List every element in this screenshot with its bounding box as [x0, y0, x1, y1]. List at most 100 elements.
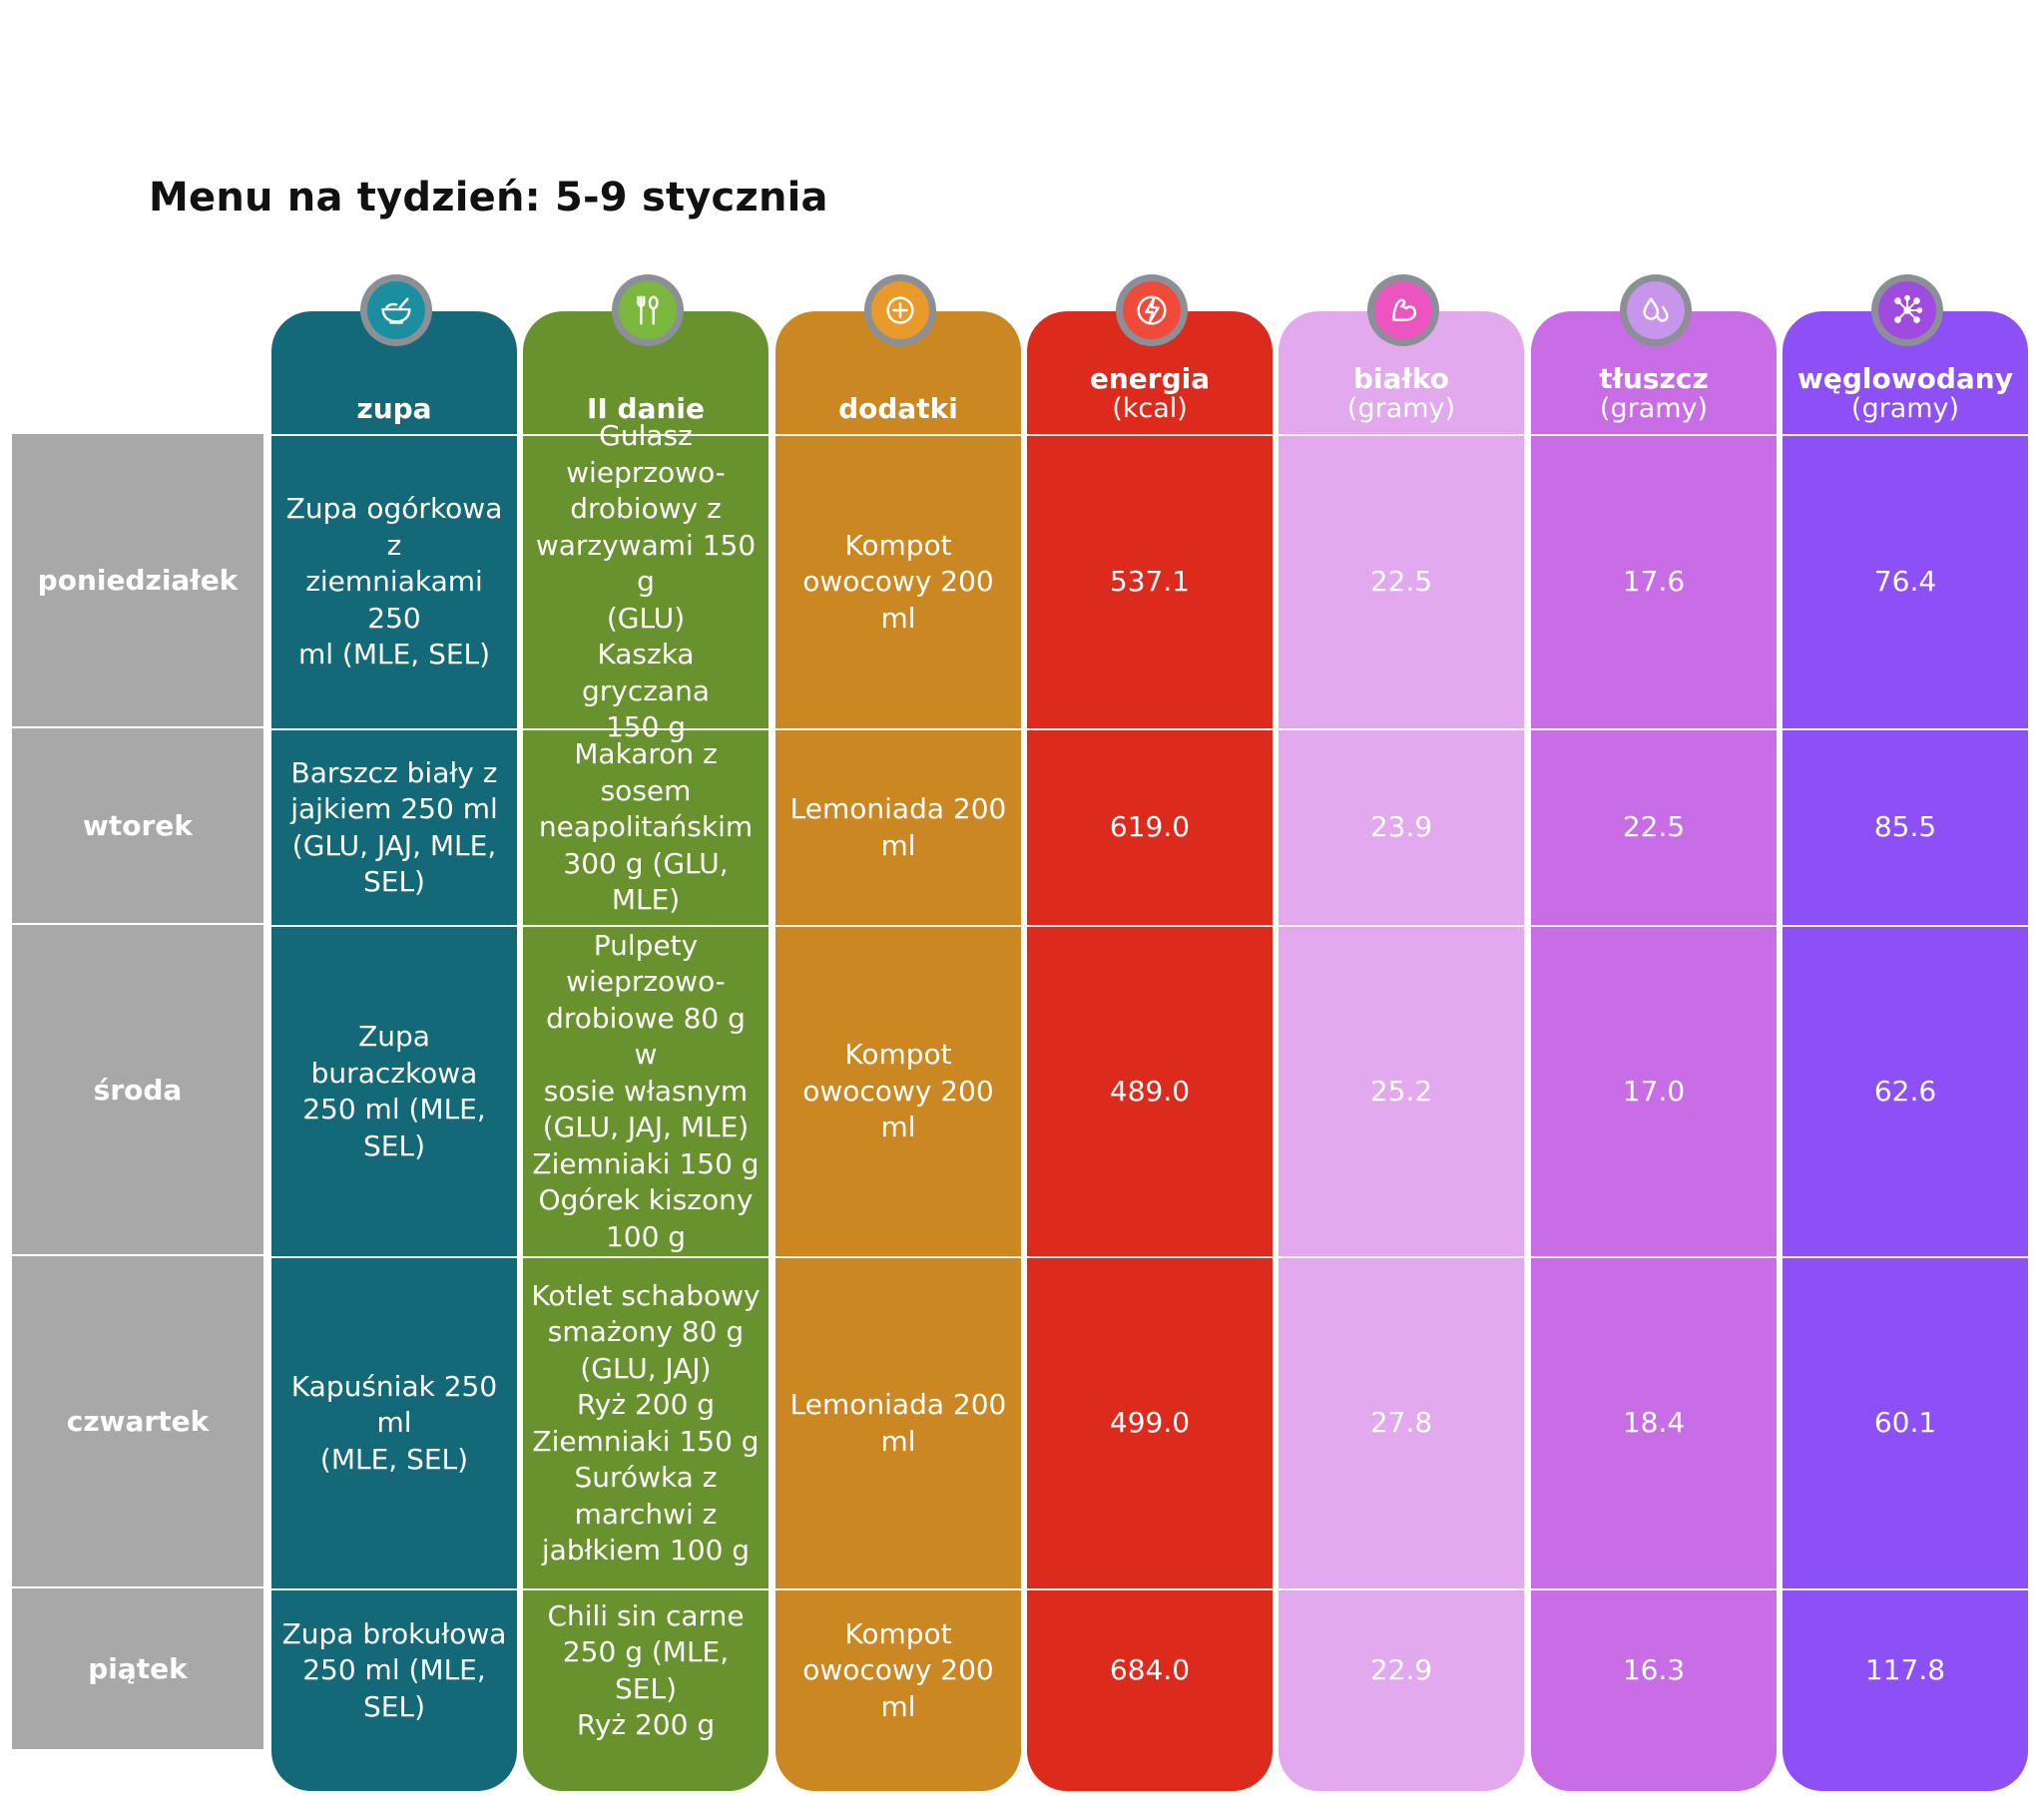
column-header: dodatki	[775, 311, 1021, 434]
table-cell: 22.5	[1278, 434, 1524, 728]
cell-text: Kompot owocowy 200 ml	[802, 1616, 994, 1723]
table-cell: Pulpety wieprzowo- drobiowe 80 g w sosie…	[523, 925, 768, 1256]
cell-text: 17.6	[1622, 565, 1686, 599]
column-unit: (kcal)	[1112, 393, 1188, 424]
column-header: tłuszcz (gramy)	[1531, 311, 1777, 434]
cell-text: Zupa buraczkowa 250 ml (MLE, SEL)	[302, 1020, 486, 1162]
cell-text: 25.2	[1369, 1074, 1433, 1108]
cell-text: 489.0	[1109, 1074, 1191, 1108]
cell-text: Kotlet schabowy smażony 80 g (GLU, JAJ) …	[531, 1278, 761, 1568]
cell-text: 16.3	[1622, 1653, 1686, 1687]
plus-circle-icon	[864, 274, 936, 346]
table-cell: Kompot owocowy 200 ml	[775, 1588, 1021, 1751]
column-unit: (gramy)	[1850, 393, 1960, 424]
cell-text: 23.9	[1369, 810, 1433, 844]
cell-text: 60.1	[1873, 1406, 1937, 1440]
table-cell: Zupa buraczkowa 250 ml (MLE, SEL)	[271, 925, 517, 1256]
column-header: II danie	[523, 311, 768, 434]
table-cell: Gulasz wieprzowo- drobiowy z warzywami 1…	[523, 419, 768, 743]
column-title: zupa	[356, 392, 432, 425]
table-cell: 18.4	[1531, 1256, 1777, 1588]
table-cell: 537.1	[1027, 434, 1273, 728]
column-title: energia	[1089, 362, 1211, 395]
cell-text: 85.5	[1873, 810, 1937, 844]
cell-text: Zupa brokułowa 250 ml (MLE, SEL)	[281, 1616, 507, 1723]
table-cell: Kotlet schabowy smażony 80 g (GLU, JAJ) …	[523, 1256, 768, 1588]
cell-text: Kompot owocowy 200 ml	[802, 528, 994, 635]
column-title: II danie	[586, 392, 706, 425]
soup-bowl-icon	[360, 274, 432, 346]
cell-text: Gulasz wieprzowo- drobiowy z warzywami 1…	[535, 419, 757, 744]
day-label: wtorek	[12, 728, 263, 925]
day-label: środa	[12, 925, 263, 1256]
cell-text: 62.6	[1873, 1074, 1937, 1108]
day-label: poniedziałek	[12, 434, 263, 728]
table-cell: 76.4	[1783, 434, 2028, 728]
cell-text: 22.5	[1622, 810, 1686, 844]
page-title: Menu na tydzień: 5-9 stycznia	[149, 175, 828, 221]
column-danie: II danie Gulasz wieprzowo- drobiowy z war…	[523, 311, 768, 1791]
table-cell: 62.6	[1783, 925, 2028, 1256]
table-cell: 27.8	[1278, 1256, 1524, 1588]
muscle-icon	[1367, 274, 1439, 346]
day-labels: poniedziałek wtorek środa czwartek piąte…	[12, 434, 263, 1751]
day-label: piątek	[12, 1588, 263, 1751]
table-cell: Chili sin carne 250 g (MLE, SEL) Ryż 200…	[523, 1588, 768, 1751]
table-cell: 619.0	[1027, 728, 1273, 925]
cell-text: 76.4	[1873, 565, 1937, 599]
cell-text: Kompot owocowy 200 ml	[802, 1038, 994, 1144]
cell-text: Lemoniada 200 ml	[789, 1388, 1007, 1458]
fork-spoon-icon	[612, 274, 684, 346]
cell-text: Zupa ogórkowa z ziemniakami 250 ml (MLE,…	[285, 492, 503, 672]
column-title: białko	[1352, 362, 1450, 395]
lightning-icon	[1116, 274, 1188, 346]
cell-text: 684.0	[1109, 1653, 1191, 1687]
cell-text: Barszcz biały z jajkiem 250 ml (GLU, JAJ…	[290, 755, 498, 899]
column-zupa: zupa Zupa ogórkowa z ziemniakami 250 ml (…	[271, 311, 517, 1791]
cell-text: 17.0	[1622, 1074, 1686, 1108]
column-weglowodany: węglowodany (gramy) 76.4 85.5 62.6 60.1 117.8	[1783, 311, 2028, 1791]
column-tluszcz: tłuszcz (gramy) 17.6 22.5 17.0 18.4 16.3	[1531, 311, 1777, 1791]
column-title: tłuszcz	[1599, 362, 1709, 395]
table-cell: 25.2	[1278, 925, 1524, 1256]
table-cell: Lemoniada 200 ml	[775, 728, 1021, 925]
table-cell: 17.0	[1531, 925, 1777, 1256]
molecule-icon	[1871, 274, 1943, 346]
day-label: czwartek	[12, 1256, 263, 1588]
table-cell: 23.9	[1278, 728, 1524, 925]
column-title: dodatki	[838, 392, 958, 425]
table-cell: 117.8	[1783, 1588, 2028, 1751]
table-cell: Kapuśniak 250 ml (MLE, SEL)	[271, 1256, 517, 1588]
table-cell: 60.1	[1783, 1256, 2028, 1588]
table-cell: Zupa brokułowa 250 ml (MLE, SEL)	[271, 1588, 517, 1751]
cell-text: Kapuśniak 250 ml (MLE, SEL)	[290, 1369, 498, 1476]
drops-icon	[1620, 274, 1692, 346]
column-unit: (gramy)	[1346, 393, 1456, 424]
table-cell: Barszcz biały z jajkiem 250 ml (GLU, JAJ…	[271, 728, 517, 925]
table-cell: Kompot owocowy 200 ml	[775, 434, 1021, 728]
cell-text: 619.0	[1109, 810, 1191, 844]
table-cell: 499.0	[1027, 1256, 1273, 1588]
column-header: zupa	[271, 311, 517, 434]
cell-text: Pulpety wieprzowo- drobiowe 80 g w sosie…	[532, 928, 760, 1253]
column-title: węglowodany	[1797, 362, 2013, 395]
column-header: białko (gramy)	[1278, 311, 1524, 434]
cell-text: Chili sin carne 250 g (MLE, SEL) Ryż 200…	[547, 1598, 745, 1742]
column-unit: (gramy)	[1599, 393, 1709, 424]
table-cell: 684.0	[1027, 1588, 1273, 1751]
cell-text: 499.0	[1109, 1406, 1191, 1440]
column-energia: energia (kcal) 537.1 619.0 489.0 499.0 684.0	[1027, 311, 1273, 1791]
table-cell: 22.9	[1278, 1588, 1524, 1751]
table-cell: Kompot owocowy 200 ml	[775, 925, 1021, 1256]
table-cell: Makaron z sosem neapolitańskim 300 g (GL…	[523, 728, 768, 925]
table-cell: 17.6	[1531, 434, 1777, 728]
table-cell: 22.5	[1531, 728, 1777, 925]
column-bialko: białko (gramy) 22.5 23.9 25.2 27.8 22.9	[1278, 311, 1524, 1791]
cell-text: 117.8	[1864, 1653, 1946, 1687]
table-cell: Zupa ogórkowa z ziemniakami 250 ml (MLE,…	[271, 434, 517, 728]
column-header: węglowodany (gramy)	[1783, 311, 2028, 434]
table-cell: 16.3	[1531, 1588, 1777, 1751]
cell-text: 27.8	[1369, 1406, 1433, 1440]
cell-text: Lemoniada 200 ml	[789, 792, 1007, 862]
cell-text: 18.4	[1622, 1406, 1686, 1440]
